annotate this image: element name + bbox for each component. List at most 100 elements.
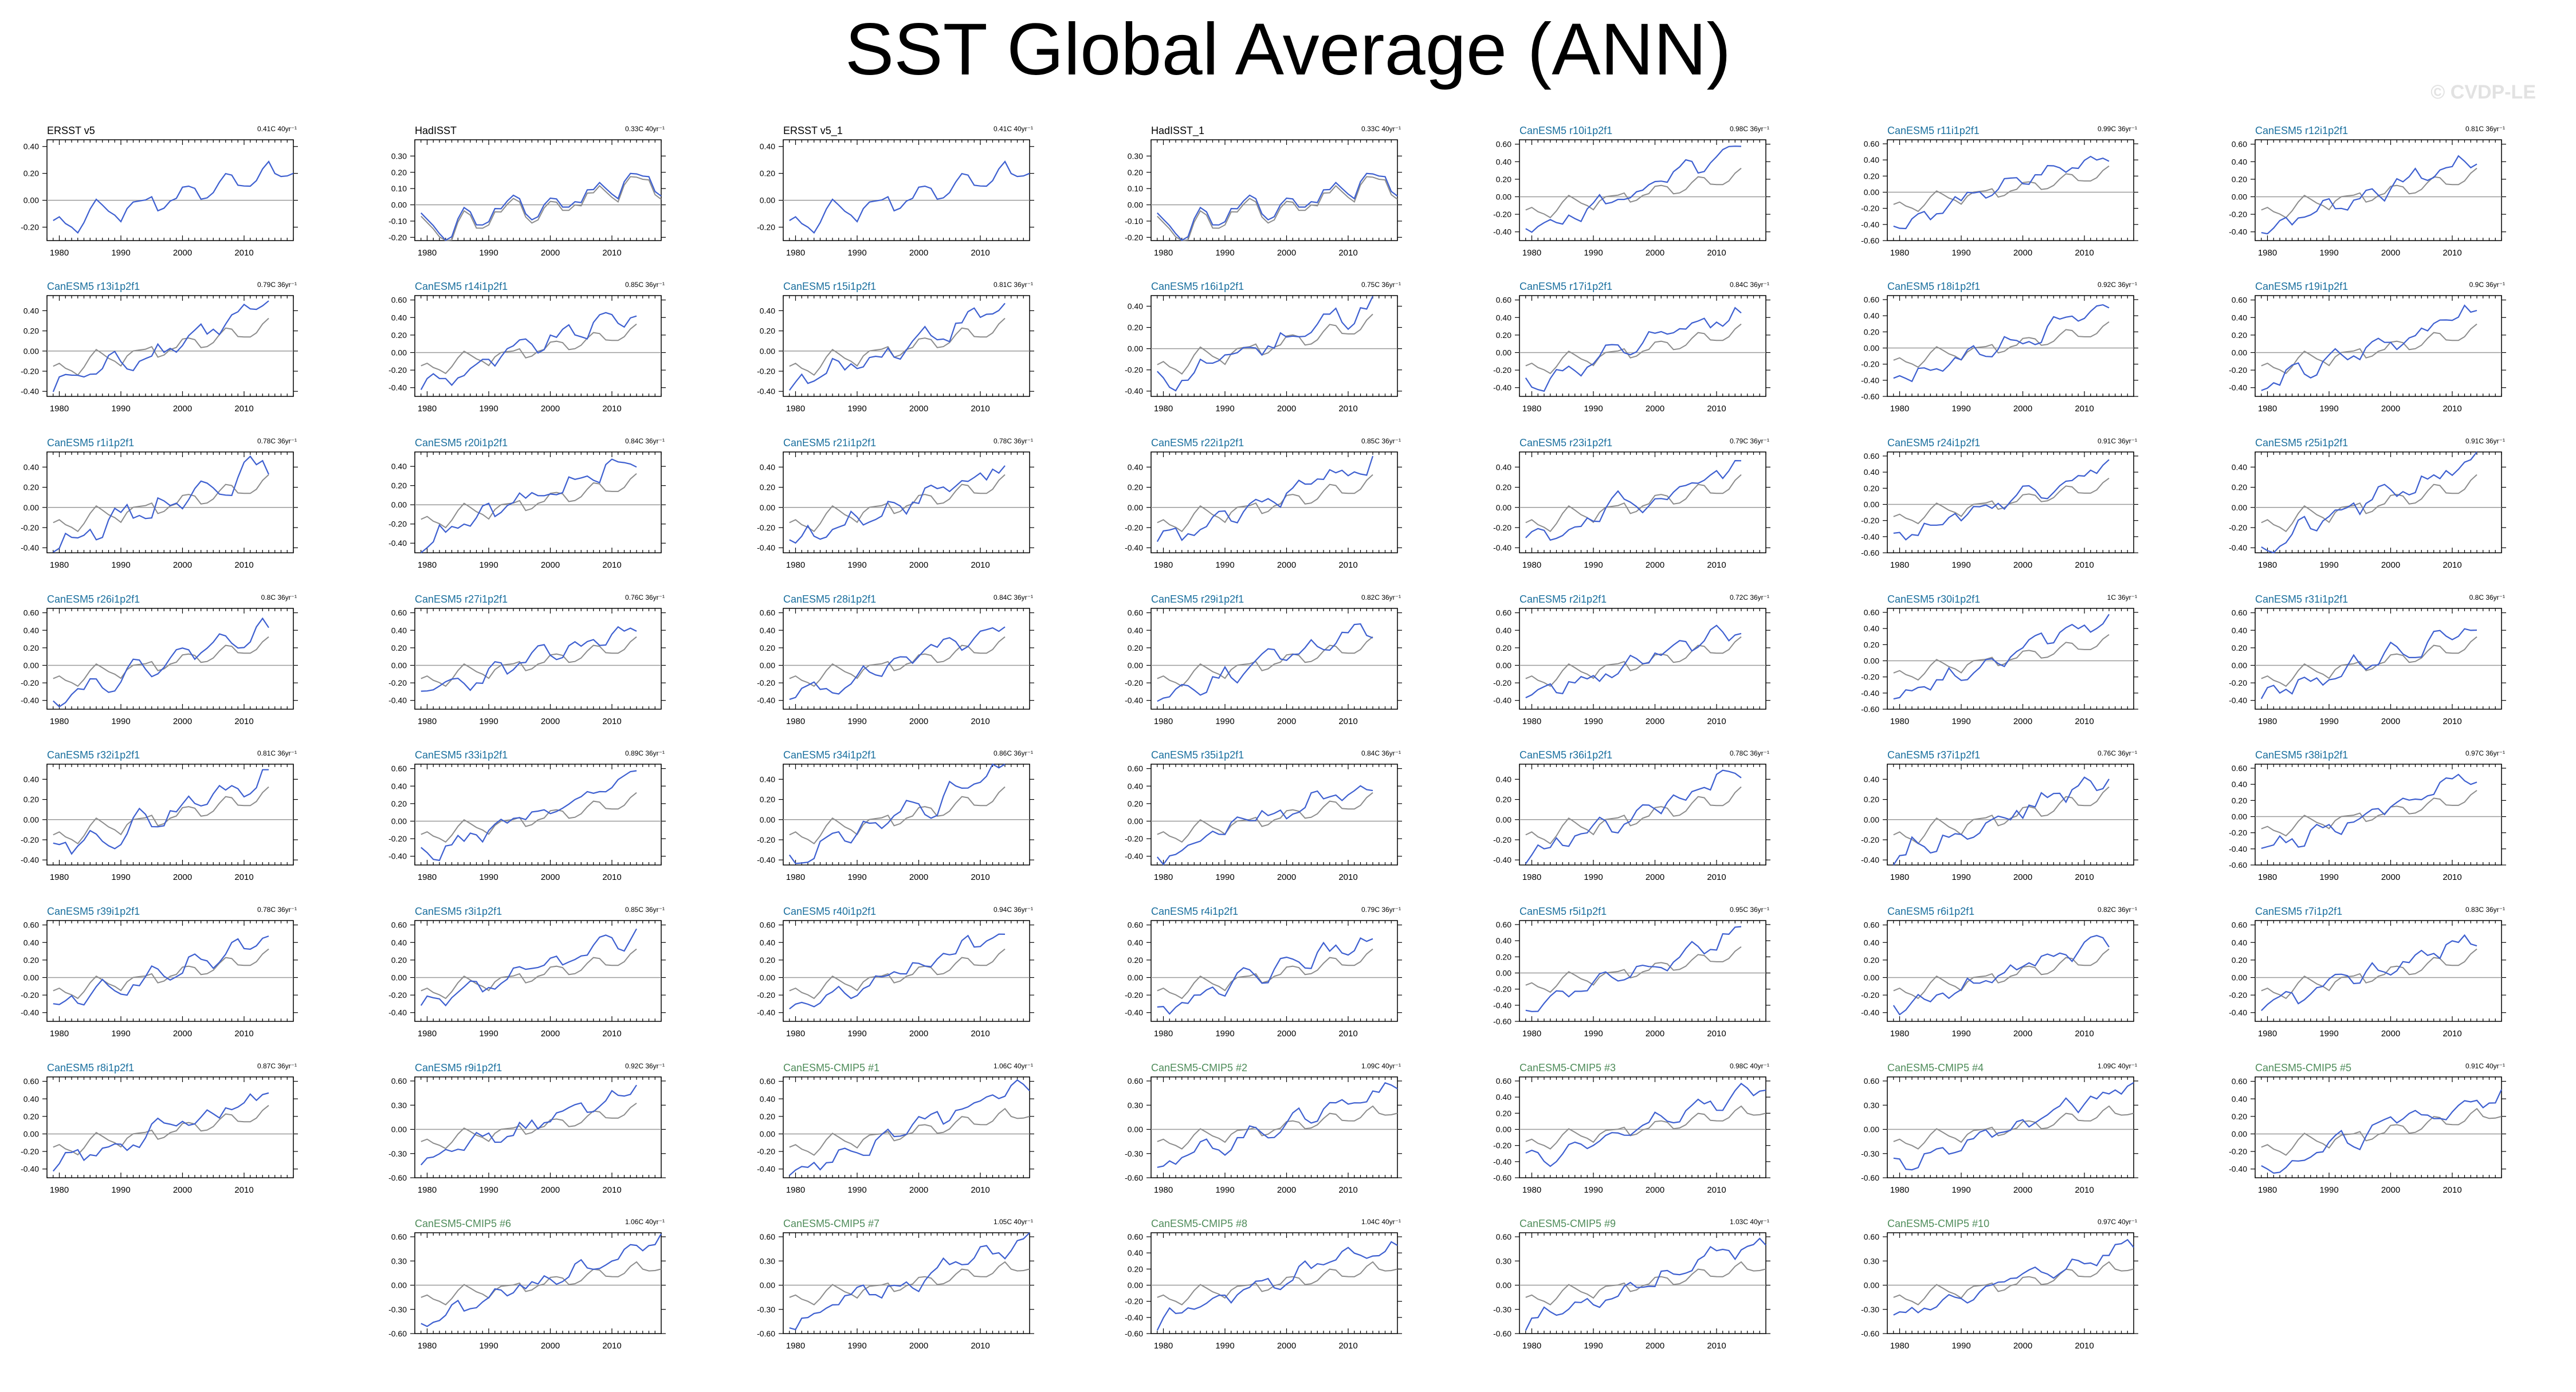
x-tick-label: 1980 [1890,560,1909,570]
y-tick-label: 0.00 [1128,816,1143,825]
x-tick-label: 1990 [1215,717,1234,726]
x-tick-label: 1980 [1522,560,1541,570]
model-series-line [1157,623,1373,702]
model-series-line [1157,937,1373,1015]
y-tick-label: 0.40 [1496,774,1511,784]
panel-trend-label: 0.94C 36yr⁻¹ [993,906,1033,914]
y-tick-label: 0.20 [23,795,39,804]
y-tick-label: 0.40 [1128,626,1143,635]
y-tick-label: -0.40 [1493,1001,1511,1010]
x-tick-label: 2000 [173,1185,192,1195]
y-tick-label: 0.00 [1496,503,1511,512]
y-tick-label: -0.40 [1125,852,1143,861]
x-tick-label: 1980 [418,872,437,882]
y-tick-label: 0.40 [23,774,39,784]
x-tick-label: 1980 [786,248,805,258]
plot-frame [1150,920,1398,1022]
chart-panel: CanESM5 r21i1p2f1 0.78C 36yr⁻¹ 1980 1990 200… [736,432,1069,587]
y-tick-label: -0.20 [1493,678,1511,687]
x-tick-label: 2000 [541,404,560,414]
obs-series-line [1157,474,1373,533]
x-tick-label: 2000 [1646,404,1664,414]
x-tick-label: 1980 [418,1185,437,1195]
x-tick-label: 1980 [1890,1029,1909,1039]
y-tick-label: -0.40 [1493,696,1511,705]
y-tick-label: 0.00 [760,660,775,670]
x-tick-label: 2000 [1277,872,1296,882]
x-tick-label: 2010 [2075,872,2094,882]
y-tick-label: -0.20 [1493,985,1511,994]
y-tick-label: -0.40 [1861,689,1879,698]
x-tick-label: 2000 [2381,717,2400,726]
plot-frame [414,139,662,241]
panel-title: CanESM5 r36i1p2f1 [1519,749,1613,761]
panel-title: CanESM5 r40i1p2f1 [783,906,877,917]
y-tick-label: 0.20 [1128,643,1143,652]
chart-panel: CanESM5 r3i1p2f1 0.85C 36yr⁻¹ 1980 1990 2000… [368,901,700,1056]
y-tick-label: 0.60 [760,608,775,618]
y-tick-label: -0.20 [388,520,407,529]
y-tick-label: -0.20 [757,835,775,844]
x-tick-label: 1980 [1154,1029,1173,1039]
y-tick-label: 0.60 [1864,451,1879,461]
x-tick-label: 1990 [111,1029,130,1039]
y-tick-label: -0.40 [1861,532,1879,541]
model-series-line [788,302,1006,391]
obs-series-line [789,317,1006,376]
chart-panel: CanESM5 r16i1p2f1 0.75C 36yr⁻¹ 1980 1990 200… [1104,276,1436,431]
panel-plot: 1980 1990 2000 2010 -0.40 -0.20 0.00 0.20 0.40 [21,295,298,414]
y-tick-label: 0.40 [23,938,39,947]
panel-title: CanESM5 r27i1p2f1 [415,593,508,605]
model-series-line [2261,304,2477,391]
x-tick-label: 1990 [479,1185,498,1195]
model-series-line [1525,146,1742,233]
chart-panel: CanESM5 r7i1p2f1 0.83C 36yr⁻¹ 1980 1990 2000… [2208,901,2540,1056]
y-tick-label: 0.40 [1496,462,1511,471]
x-tick-label: 2010 [602,1185,621,1195]
x-tick-label: 1980 [1154,248,1173,258]
y-tick-label: 0.60 [2232,140,2247,149]
x-tick-label: 2010 [1707,560,1726,570]
panel-title: CanESM5 r7i1p2f1 [2255,906,2343,917]
panel-trend-label: 0.78C 36yr⁻¹ [257,437,297,445]
x-tick-label: 1980 [2258,404,2277,414]
obs-series-line [53,636,269,687]
obs-series-line [1157,176,1398,242]
panel-trend-label: 0.85C 36yr⁻¹ [625,281,665,289]
x-tick-label: 2000 [909,248,928,258]
y-tick-label: 0.20 [1864,955,1879,965]
panel-plot: 1980 1990 2000 2010 -0.40 -0.20 0.00 0.20 0.40 0.… [2229,920,2506,1039]
x-tick-label: 2010 [2443,248,2461,258]
x-tick-label: 2010 [234,248,253,258]
panel-plot: 1980 1990 2000 2010 -0.20 0.00 0.20 0.40 [21,139,298,258]
x-tick-label: 2000 [1646,560,1664,570]
y-tick-label: -0.60 [1861,392,1879,401]
panel-plot: 1980 1990 2000 2010 -0.40 -0.20 0.00 0.20 0.40 0.… [388,920,666,1039]
x-tick-label: 2000 [909,1029,928,1039]
y-tick-label: 0.20 [1128,483,1143,492]
y-tick-label: 0.40 [23,142,39,151]
plot-frame [1519,295,1766,397]
y-tick-label: 0.00 [391,348,407,357]
x-tick-label: 1980 [1522,404,1541,414]
obs-series-line [789,948,1006,1000]
panel-title: CanESM5 r33i1p2f1 [415,749,508,761]
y-tick-label: -0.20 [757,223,775,232]
x-tick-label: 1990 [2319,404,2338,414]
panel-trend-label: 0.91C 36yr⁻¹ [2097,437,2137,445]
x-tick-label: 2000 [541,1185,560,1195]
x-tick-label: 2010 [234,560,253,570]
y-tick-label: 0.40 [391,938,407,947]
y-tick-label: -0.20 [21,223,39,232]
y-tick-label: 0.00 [391,816,407,825]
y-tick-label: -0.10 [1125,217,1143,226]
x-tick-label: 2000 [1277,560,1296,570]
y-tick-label: 0.00 [1864,656,1879,666]
y-tick-label: 0.40 [1128,462,1143,471]
model-series-line [1892,935,2110,1016]
y-tick-label: -0.20 [388,990,407,1000]
x-tick-label: 2010 [234,1185,253,1195]
obs-series-line [2261,474,2477,533]
panel-title: CanESM5 r29i1p2f1 [1151,593,1244,605]
y-tick-label: 0.20 [1128,168,1143,177]
